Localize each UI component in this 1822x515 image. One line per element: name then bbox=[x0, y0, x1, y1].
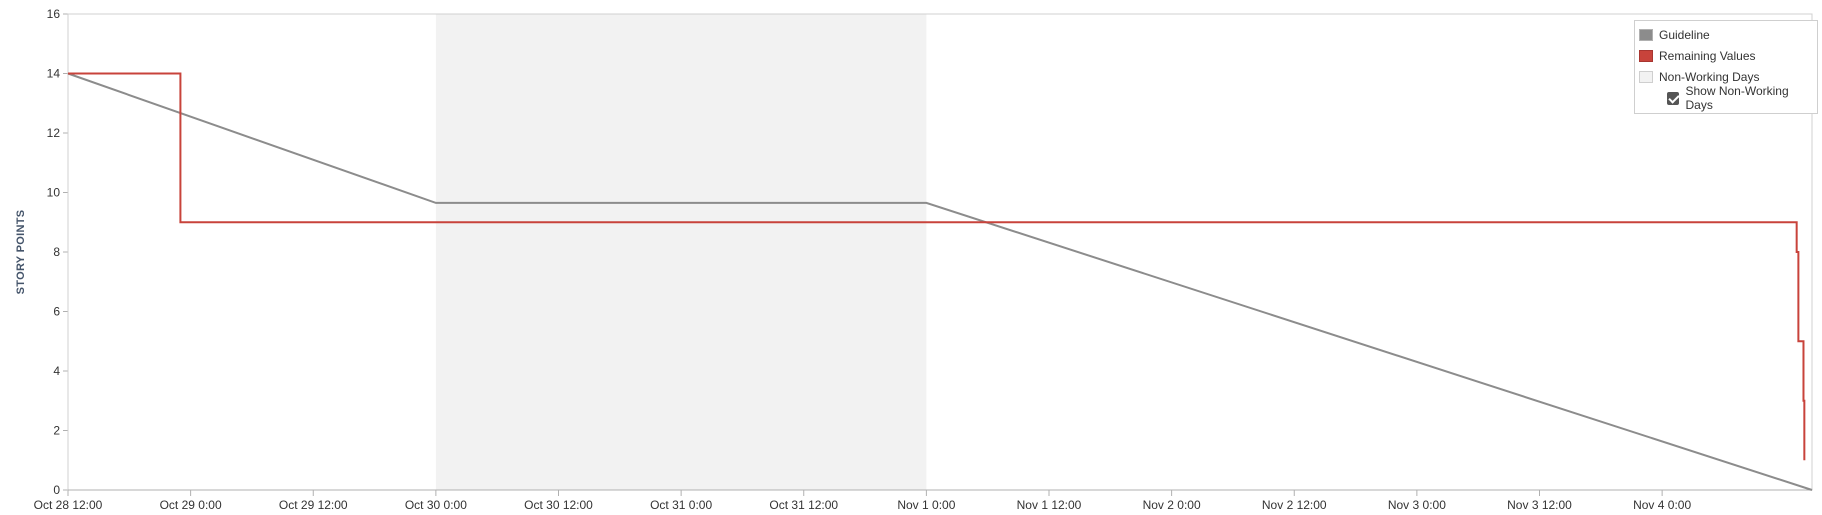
legend-label-guideline: Guideline bbox=[1659, 27, 1710, 42]
x-tick-label-1: Oct 29 0:00 bbox=[160, 498, 222, 512]
show-non-working-days-label: Show Non-Working Days bbox=[1685, 84, 1789, 112]
series-layer bbox=[67, 72, 1813, 491]
y-tick-label-4: 4 bbox=[53, 364, 60, 378]
x-tick-label-13: Nov 4 0:00 bbox=[1633, 498, 1691, 512]
x-tick-label-9: Nov 2 0:00 bbox=[1143, 498, 1201, 512]
remaining-values-swatch-icon bbox=[1639, 49, 1653, 62]
show-non-working-days-toggle[interactable]: Show Non-Working Days bbox=[1639, 84, 1813, 112]
y-tick-label-2: 2 bbox=[53, 424, 60, 438]
x-tick-label-4: Oct 30 12:00 bbox=[524, 498, 593, 512]
x-axis-ticks: Oct 28 12:00 Oct 29 0:00 Oct 29 12:00 Oct 3… bbox=[34, 490, 1691, 512]
x-tick-label-2: Oct 29 12:00 bbox=[279, 498, 348, 512]
legend-item-guideline[interactable]: Guideline bbox=[1639, 24, 1813, 45]
y-tick-label-10: 10 bbox=[47, 186, 61, 200]
legend-label-non-working-days: Non-Working Days bbox=[1659, 69, 1760, 84]
y-tick-label-16: 16 bbox=[47, 7, 61, 21]
non-working-days-swatch-icon bbox=[1639, 70, 1653, 83]
non-working-days-bands bbox=[435, 14, 927, 490]
y-tick-label-6: 6 bbox=[53, 305, 60, 319]
x-tick-label-7: Nov 1 0:00 bbox=[897, 498, 955, 512]
non-working-day-band-0 bbox=[435, 14, 927, 490]
y-axis-title: STORY POINTS bbox=[15, 210, 27, 295]
x-tick-label-5: Oct 31 0:00 bbox=[650, 498, 712, 512]
y-tick-label-12: 12 bbox=[47, 126, 61, 140]
x-tick-label-0: Oct 28 12:00 bbox=[34, 498, 103, 512]
x-tick-label-10: Nov 2 12:00 bbox=[1262, 498, 1327, 512]
x-tick-label-6: Oct 31 12:00 bbox=[769, 498, 838, 512]
series-line-guideline bbox=[67, 72, 1813, 491]
x-tick-label-11: Nov 3 0:00 bbox=[1388, 498, 1446, 512]
legend-label-remaining-values: Remaining Values bbox=[1659, 48, 1756, 63]
y-tick-label-0: 0 bbox=[53, 483, 60, 497]
plot-frame bbox=[67, 13, 1813, 491]
series-line-remaining-values bbox=[68, 72, 1806, 461]
legend-item-non-working-days[interactable]: Non-Working Days bbox=[1639, 66, 1813, 87]
x-tick-label-12: Nov 3 12:00 bbox=[1507, 498, 1572, 512]
legend-item-remaining-values[interactable]: Remaining Values bbox=[1639, 45, 1813, 66]
legend: Guideline Remaining Values Non-Working D… bbox=[1634, 20, 1818, 114]
y-tick-label-14: 14 bbox=[47, 67, 61, 81]
y-axis-ticks: 0 2 4 6 8 10 12 14 16 bbox=[47, 7, 68, 497]
checkbox-checked-icon[interactable] bbox=[1667, 91, 1680, 105]
x-tick-label-8: Nov 1 12:00 bbox=[1017, 498, 1082, 512]
guideline-swatch-icon bbox=[1639, 28, 1653, 41]
y-tick-label-8: 8 bbox=[53, 245, 60, 259]
x-tick-label-3: Oct 30 0:00 bbox=[405, 498, 467, 512]
